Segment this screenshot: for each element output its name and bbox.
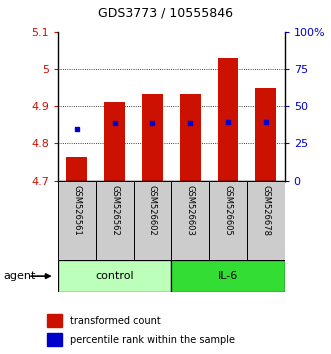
Bar (180, 94, 201, 181)
Text: GSM526678: GSM526678 (261, 184, 270, 235)
Bar (47, 333, 62, 346)
Text: GSM526602: GSM526602 (148, 184, 157, 235)
Bar (171, 260, 285, 292)
Bar (96, 181, 133, 260)
Text: GDS3773 / 10555846: GDS3773 / 10555846 (98, 6, 233, 19)
Text: GSM526605: GSM526605 (223, 184, 232, 235)
Bar (133, 181, 171, 260)
Text: agent: agent (3, 271, 36, 281)
Text: GSM526561: GSM526561 (72, 184, 81, 235)
Bar (58, 260, 171, 292)
Bar (217, 58, 238, 181)
Bar (247, 181, 285, 260)
Text: percentile rank within the sample: percentile rank within the sample (70, 335, 235, 345)
Text: control: control (95, 271, 134, 281)
Text: GSM526603: GSM526603 (186, 184, 195, 235)
Bar (67, 158, 87, 181)
Text: IL-6: IL-6 (218, 271, 238, 281)
Bar (58, 181, 96, 260)
Bar (209, 181, 247, 260)
Text: GSM526562: GSM526562 (110, 184, 119, 235)
Text: transformed count: transformed count (70, 316, 161, 326)
Bar (171, 181, 209, 260)
Bar (104, 102, 125, 181)
Bar (47, 314, 62, 327)
Bar (256, 87, 276, 181)
Bar (142, 94, 163, 181)
